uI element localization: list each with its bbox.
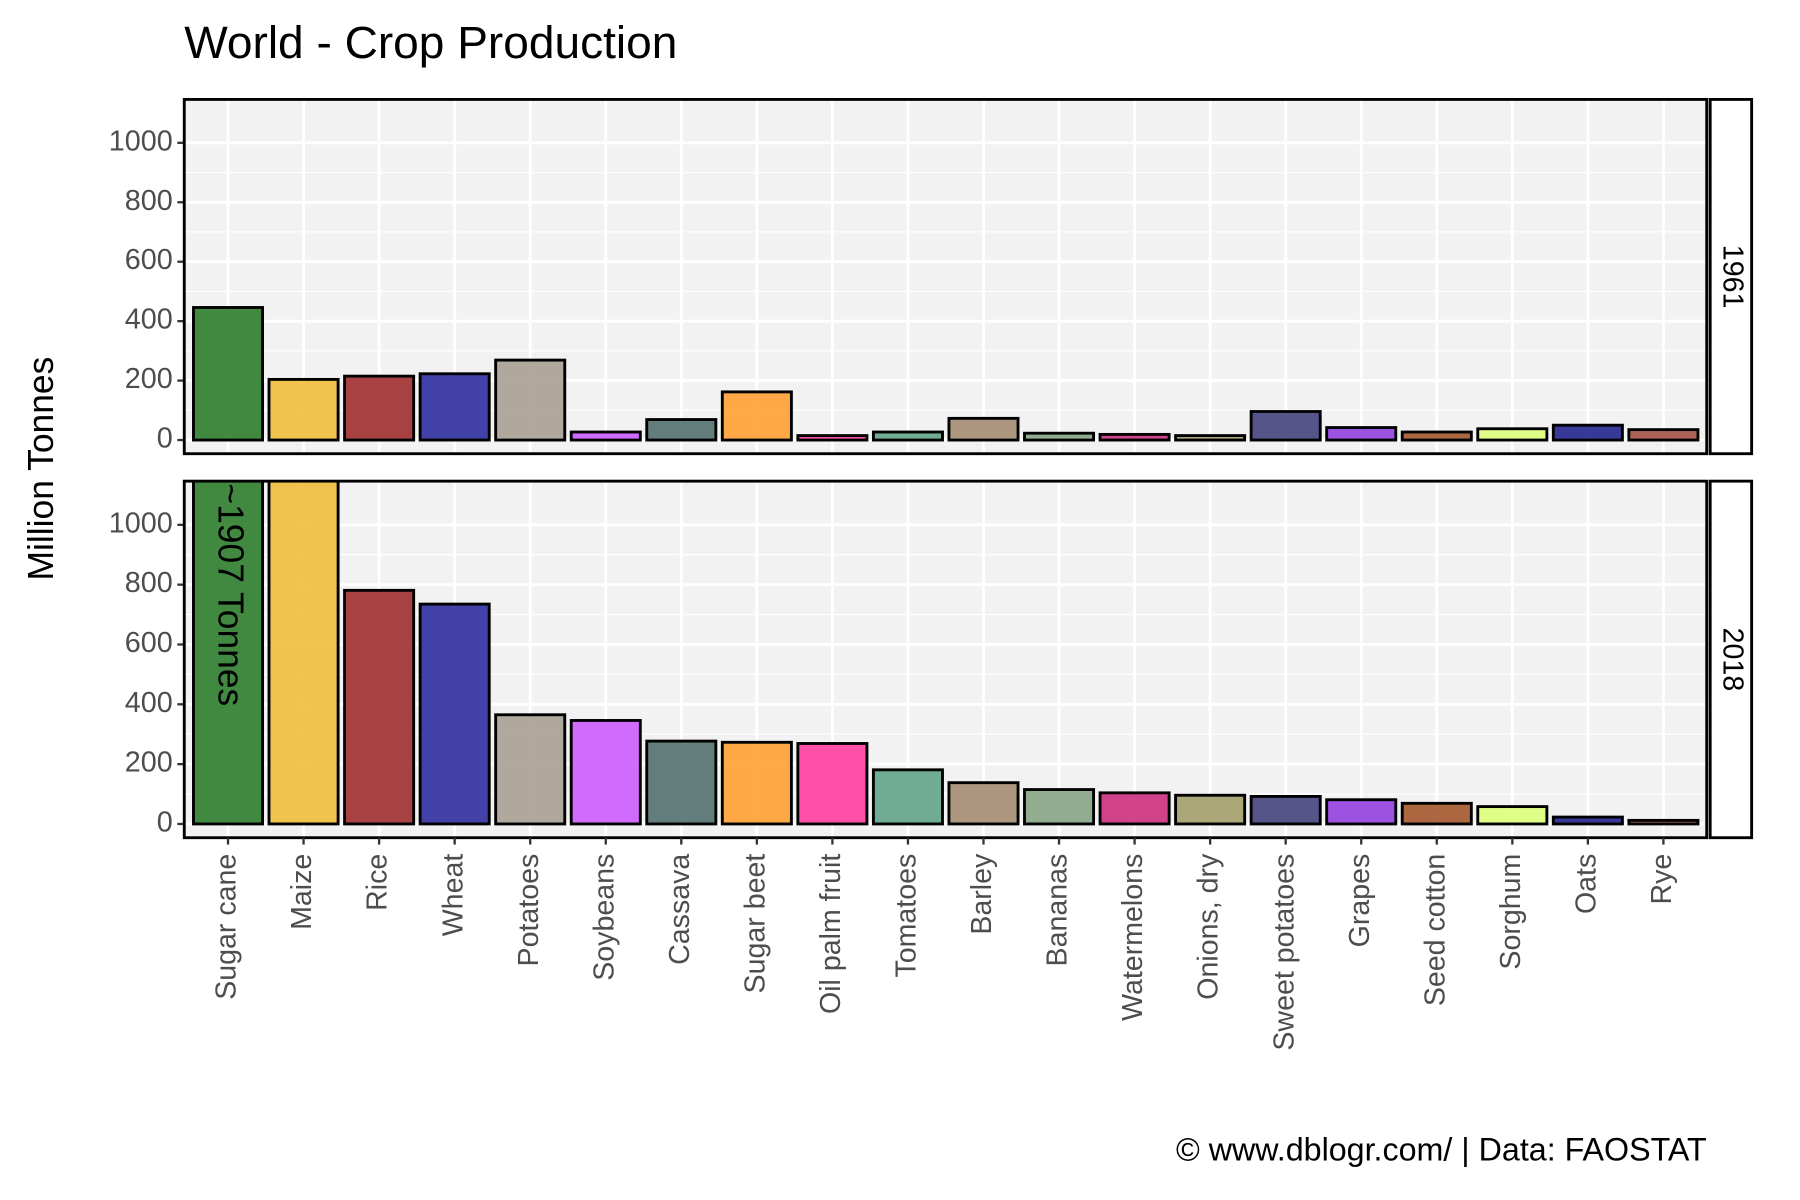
x-tick-label: Seed cotton bbox=[1419, 854, 1451, 1006]
x-tick-label: Onions, dry bbox=[1193, 853, 1225, 1000]
bars bbox=[192, 481, 1700, 826]
bar bbox=[1249, 410, 1322, 442]
bar bbox=[1627, 428, 1700, 442]
panel-border bbox=[182, 98, 1709, 456]
x-tick-label: Sorghum bbox=[1495, 854, 1527, 970]
bar bbox=[494, 358, 567, 442]
bar bbox=[267, 377, 340, 442]
bar bbox=[947, 416, 1020, 442]
x-tick-label: Maize bbox=[286, 854, 318, 930]
bar bbox=[1023, 431, 1096, 442]
x-tick-label: Wheat bbox=[437, 854, 469, 937]
bar bbox=[569, 430, 642, 442]
x-tick-label: Watermelons bbox=[1117, 854, 1149, 1021]
bar bbox=[1627, 818, 1700, 826]
x-tick-label: Oil palm fruit bbox=[815, 854, 847, 1014]
bar bbox=[418, 372, 491, 442]
x-tick-label: Potatoes bbox=[513, 854, 545, 967]
y-tick-label: 800 bbox=[125, 567, 173, 599]
x-tick-label: Sugar cane bbox=[211, 854, 243, 1000]
y-tick-label: 400 bbox=[125, 304, 173, 336]
bar bbox=[1098, 791, 1171, 826]
bar bbox=[1476, 805, 1549, 826]
bar bbox=[1023, 788, 1096, 826]
y-tick-label: 600 bbox=[125, 244, 173, 276]
panel-border bbox=[182, 479, 1709, 840]
bar bbox=[494, 713, 567, 826]
y-tick-label: 0 bbox=[157, 423, 173, 455]
strip-label: 1961 bbox=[1716, 245, 1748, 309]
bar bbox=[947, 781, 1020, 826]
bar bbox=[720, 390, 793, 442]
strip bbox=[1708, 479, 1754, 840]
x-tick-label: Sweet potatoes bbox=[1268, 854, 1300, 1051]
bar bbox=[796, 742, 869, 826]
y-tick-label: 800 bbox=[125, 185, 173, 217]
x-tick-label: Cassava bbox=[664, 854, 696, 965]
x-tick-label: Tomatoes bbox=[890, 854, 922, 978]
bar bbox=[720, 740, 793, 826]
bar bbox=[645, 418, 718, 442]
y-tick-label: 200 bbox=[125, 363, 173, 395]
bar bbox=[1174, 434, 1247, 442]
bar bbox=[1400, 801, 1473, 826]
x-tick-label: Oats bbox=[1570, 854, 1602, 914]
annotation: ~1907 Tonnes bbox=[211, 483, 251, 706]
strip-label: 2018 bbox=[1716, 628, 1748, 692]
bar bbox=[1174, 793, 1247, 826]
bar bbox=[1400, 430, 1473, 442]
x-tick-label: Barley bbox=[966, 853, 998, 935]
y-tick-label: 1000 bbox=[109, 125, 173, 157]
x-tick-label: Bananas bbox=[1042, 854, 1074, 967]
bar bbox=[1551, 423, 1624, 442]
y-tick-label: 600 bbox=[125, 627, 173, 659]
bar bbox=[418, 602, 491, 826]
bar bbox=[569, 719, 642, 826]
y-axis-label: Million Tonnes bbox=[21, 357, 61, 581]
bar bbox=[343, 374, 416, 442]
bar bbox=[343, 588, 416, 826]
chart-title: World - Crop Production bbox=[184, 16, 677, 68]
x-tick-label: Grapes bbox=[1344, 854, 1376, 948]
x-tick-label: Sugar beet bbox=[739, 854, 771, 994]
bar bbox=[796, 434, 869, 442]
bar bbox=[192, 306, 265, 442]
bar bbox=[1551, 815, 1624, 826]
x-tick-label: Soybeans bbox=[588, 854, 620, 981]
bar bbox=[1098, 432, 1171, 442]
bar bbox=[871, 430, 944, 442]
bar bbox=[267, 481, 340, 826]
bar bbox=[1325, 798, 1398, 826]
bar bbox=[871, 768, 944, 826]
bar bbox=[645, 739, 718, 826]
x-tick-label: Rice bbox=[362, 854, 394, 911]
bars bbox=[192, 306, 1700, 442]
strip bbox=[1708, 98, 1754, 456]
x-tick-label: Rye bbox=[1646, 854, 1678, 905]
bar bbox=[192, 481, 265, 826]
y-tick-label: 200 bbox=[125, 747, 173, 779]
bar bbox=[1476, 427, 1549, 442]
y-tick-label: 0 bbox=[157, 807, 173, 839]
bar bbox=[1325, 426, 1398, 442]
bar bbox=[1249, 795, 1322, 826]
caption: © www.dblogr.com/ | Data: FAOSTAT bbox=[1176, 1132, 1707, 1168]
y-tick-label: 1000 bbox=[109, 507, 173, 539]
y-tick-label: 400 bbox=[125, 687, 173, 719]
